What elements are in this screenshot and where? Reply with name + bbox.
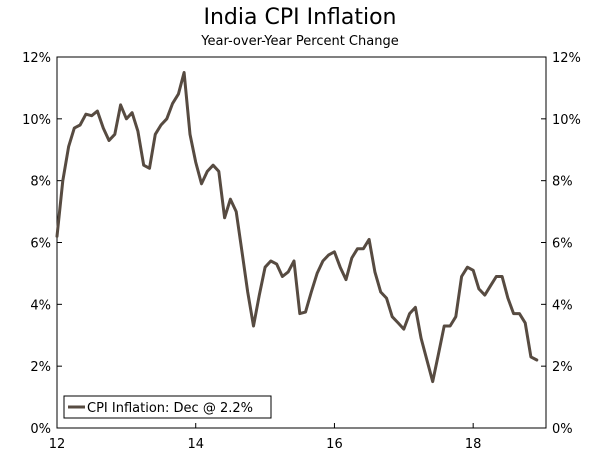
y-tick-label-right: 12%: [552, 51, 581, 66]
y-tick-label-right: 4%: [552, 298, 573, 313]
legend-label: CPI Inflation: Dec @ 2.2%: [87, 401, 253, 416]
left-axis: 0% 2% 4% 6% 8% 10% 12%: [22, 51, 62, 437]
right-axis: 0% 2% 4% 6% 8% 10% 12%: [541, 51, 581, 437]
y-tick-label-left: 4%: [30, 298, 51, 313]
y-tick-label-left: 10%: [22, 113, 51, 128]
y-tick-label-right: 10%: [552, 113, 581, 128]
y-tick-label-right: 8%: [552, 175, 573, 190]
legend: CPI Inflation: Dec @ 2.2%: [63, 395, 272, 419]
y-tick-label-left: 8%: [30, 175, 51, 190]
x-tick-label: 18: [465, 437, 482, 452]
x-tick-label: 14: [187, 437, 204, 452]
y-tick-label-right: 0%: [552, 422, 573, 437]
chart-subtitle: Year-over-Year Percent Change: [201, 34, 399, 49]
series-line: [55, 71, 539, 384]
x-tick-label: 16: [326, 437, 343, 452]
legend-box: [63, 395, 272, 419]
y-tick-label-left: 0%: [30, 422, 51, 437]
y-tick-label-right: 2%: [552, 360, 573, 375]
y-tick-label-left: 6%: [30, 237, 51, 252]
y-tick-label-left: 12%: [22, 51, 51, 66]
series-layer: [55, 71, 539, 384]
y-tick-label-left: 2%: [30, 360, 51, 375]
chart-title: India CPI Inflation: [203, 5, 397, 30]
y-tick-label-right: 6%: [552, 237, 573, 252]
x-tick-label: 12: [49, 437, 66, 452]
bottom-axis: 12 14 16 18: [49, 423, 482, 452]
